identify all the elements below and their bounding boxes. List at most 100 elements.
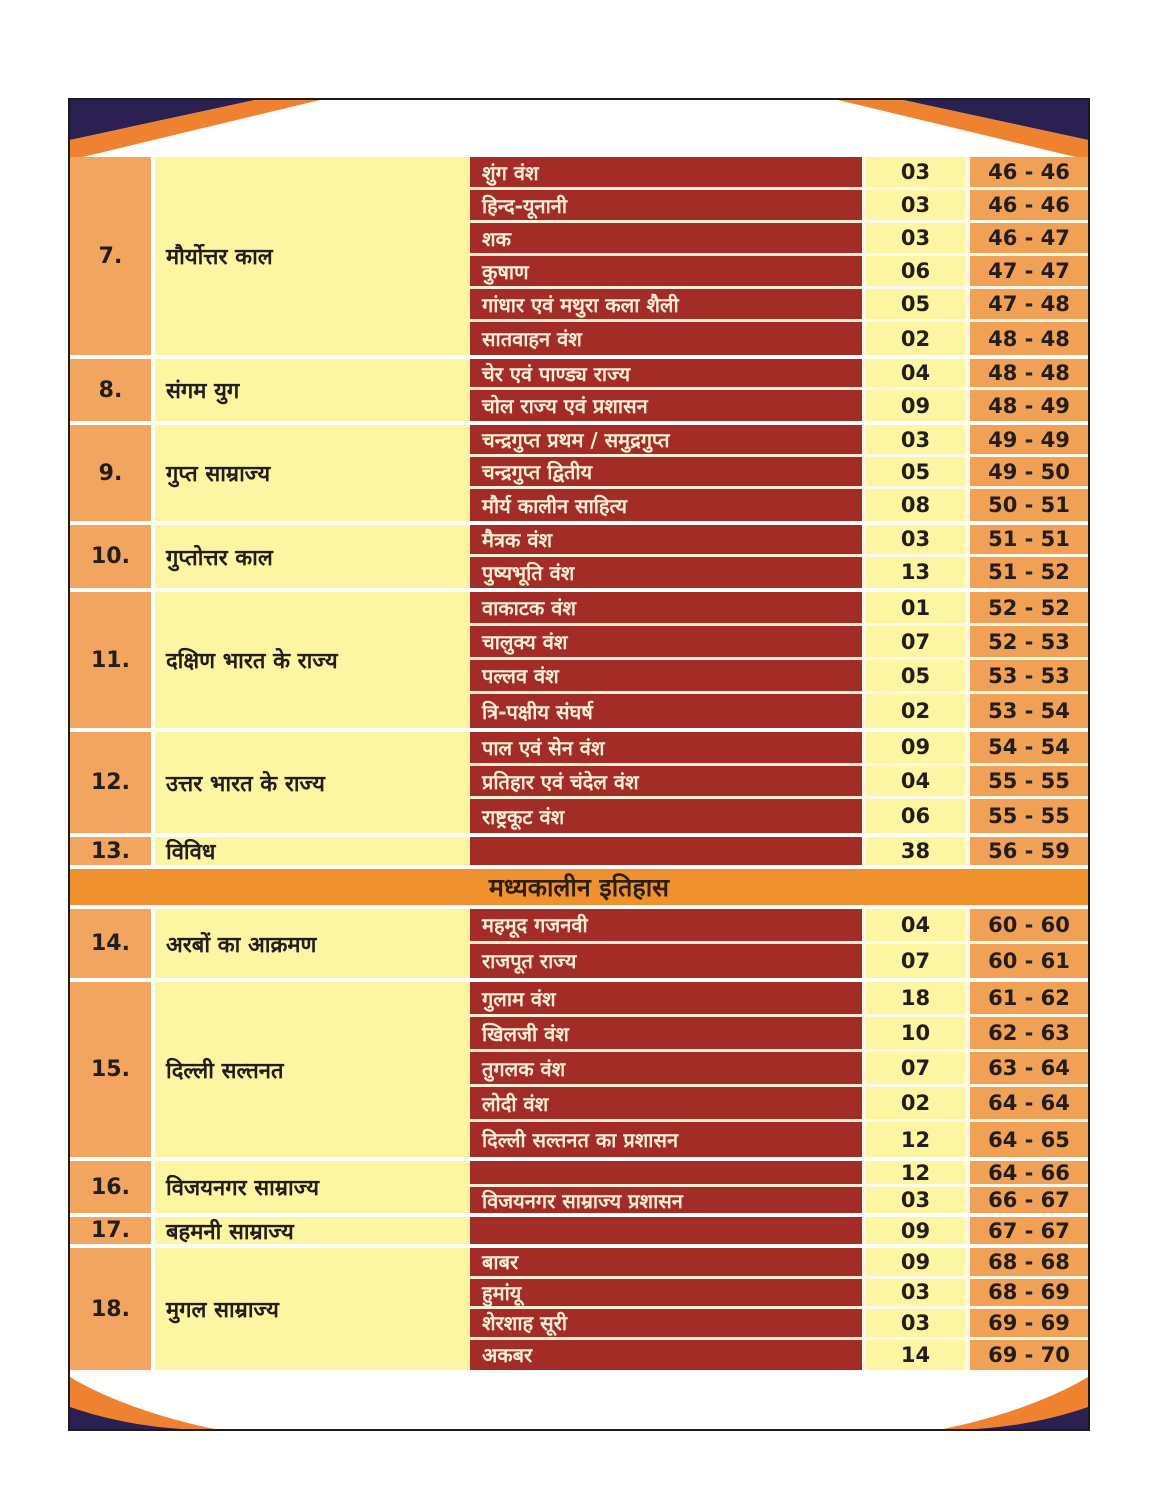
- toc-section: 16. विजयनगर साम्राज्य 12 64 - 66 विजयनगर साम…: [70, 1157, 1088, 1214]
- subtopic-cell: प्रतिहार एवं चंदेल वंश: [470, 765, 862, 800]
- count-cell: 04: [862, 359, 965, 390]
- subtopic-cell: बाबर: [470, 1248, 862, 1279]
- count-cell: 12: [862, 1161, 965, 1188]
- subtopic-cell: चन्द्रगुप्त प्रथम / समुद्रगुप्त: [470, 425, 862, 457]
- count-cell: 04: [862, 765, 965, 800]
- corner-decoration-top-left: [70, 100, 320, 160]
- count-cell: 14: [862, 1339, 965, 1371]
- count-cell: 09: [862, 1217, 965, 1245]
- count-cell: 07: [862, 943, 965, 979]
- count-cell: 02: [862, 694, 965, 728]
- pages-cell: 48 - 48: [965, 359, 1088, 390]
- subtopic-cell: चन्द्रगुप्त द्वितीय: [470, 457, 862, 489]
- toc-table: 7. मौर्योत्तर काल शुंग वंश 03 46 - 46 हिन्द-य…: [70, 157, 1088, 1371]
- pages-cell: 62 - 63: [965, 1017, 1088, 1053]
- pages-cell: 60 - 61: [965, 943, 1088, 979]
- subtopic-cell: गांधार एवं मथुरा कला शैली: [470, 289, 862, 322]
- subtopic-cell: गुलाम वंश: [470, 982, 862, 1018]
- count-cell: 03: [862, 525, 965, 557]
- subtopic-cell: महमूद गजनवी: [470, 909, 862, 944]
- pages-cell: 48 - 48: [965, 322, 1088, 355]
- topic-cell: उत्तर भारत के राज्य: [155, 732, 470, 834]
- topic-cell: विजयनगर साम्राज्य: [155, 1161, 470, 1214]
- pages-cell: 49 - 49: [965, 425, 1088, 457]
- subtopic-cell: मौर्य कालीन साहित्य: [470, 489, 862, 521]
- subtopic-cell: चोल राज्य एवं प्रशासन: [470, 390, 862, 421]
- pages-cell: 68 - 68: [965, 1248, 1088, 1279]
- pages-cell: 46 - 47: [965, 223, 1088, 256]
- subtopic-cell: वाकाटक वंश: [470, 592, 862, 626]
- pages-cell: 60 - 60: [965, 909, 1088, 944]
- toc-section: 9. गुप्त साम्राज्य चन्द्रगुप्त प्रथम / समु…: [70, 421, 1088, 521]
- count-cell: 03: [862, 157, 965, 190]
- subtopic-cell: दिल्ली सल्तनत का प्रशासन: [470, 1122, 862, 1158]
- subtopic-cell: [470, 1217, 862, 1245]
- pages-cell: 46 - 46: [965, 190, 1088, 223]
- corner-decoration-top-right: [838, 100, 1088, 160]
- pages-cell: 48 - 49: [965, 390, 1088, 421]
- subtopic-cell: [470, 1161, 862, 1188]
- toc-section: 12. उत्तर भारत के राज्य पाल एवं सेन वंश 09 5…: [70, 728, 1088, 834]
- count-cell: 02: [862, 1087, 965, 1123]
- pages-cell: 63 - 64: [965, 1052, 1088, 1088]
- count-cell: 06: [862, 799, 965, 834]
- toc-section: 8. संगम युग चेर एवं पाण्ड्य राज्य 04 48 - 48…: [70, 355, 1088, 421]
- serial-cell: 11.: [70, 592, 155, 728]
- pages-cell: 47 - 48: [965, 289, 1088, 322]
- pages-cell: 66 - 67: [965, 1187, 1088, 1214]
- subtopic-cell: सातवाहन वंश: [470, 322, 862, 355]
- serial-cell: 12.: [70, 732, 155, 834]
- serial-cell: 14.: [70, 909, 155, 979]
- topic-cell: गुप्तोत्तर काल: [155, 525, 470, 588]
- topic-cell: दक्षिण भारत के राज्य: [155, 592, 470, 728]
- serial-cell: 16.: [70, 1161, 155, 1214]
- subtopic-cell: हिन्द-यूनानी: [470, 190, 862, 223]
- pages-cell: 61 - 62: [965, 982, 1088, 1018]
- count-cell: 38: [862, 837, 965, 866]
- pages-cell: 68 - 69: [965, 1278, 1088, 1310]
- pages-cell: 51 - 51: [965, 525, 1088, 557]
- toc-ancient-sections: 7. मौर्योत्तर काल शुंग वंश 03 46 - 46 हिन्द-य…: [70, 157, 1088, 866]
- pages-cell: 67 - 67: [965, 1217, 1088, 1245]
- pages-cell: 69 - 70: [965, 1339, 1088, 1371]
- subtopic-cell: कुषाण: [470, 256, 862, 289]
- topic-cell: मौर्योत्तर काल: [155, 157, 470, 355]
- pages-cell: 52 - 53: [965, 626, 1088, 660]
- toc-section: 14. अरबों का आक्रमण महमूद गजनवी 04 60 - 60 रा…: [70, 909, 1088, 979]
- subtopic-cell: लोदी वंश: [470, 1087, 862, 1123]
- subtopic-cell: शक: [470, 223, 862, 256]
- corner-decoration-bottom-right: [943, 1377, 1088, 1429]
- subtopic-cell: पाल एवं सेन वंश: [470, 732, 862, 766]
- section-band-medieval-history: मध्यकालीन इतिहास: [70, 869, 1088, 906]
- count-cell: 05: [862, 457, 965, 489]
- count-cell: 10: [862, 1017, 965, 1053]
- count-cell: 03: [862, 223, 965, 256]
- topic-cell: गुप्त साम्राज्य: [155, 425, 470, 521]
- toc-medieval-sections: 14. अरबों का आक्रमण महमूद गजनवी 04 60 - 60 रा…: [70, 909, 1088, 1371]
- count-cell: 09: [862, 732, 965, 766]
- subtopic-cell: [470, 837, 862, 866]
- toc-section: 17. बहमनी साम्राज्य 09 67 - 67: [70, 1213, 1088, 1245]
- pages-cell: 56 - 59: [965, 837, 1088, 866]
- subtopic-cell: अकबर: [470, 1339, 862, 1371]
- topic-cell: विविध: [155, 837, 470, 866]
- serial-cell: 15.: [70, 982, 155, 1158]
- subtopic-cell: तुगलक वंश: [470, 1052, 862, 1088]
- subtopic-cell: खिलजी वंश: [470, 1017, 862, 1053]
- topic-cell: मुगल साम्राज्य: [155, 1248, 470, 1371]
- serial-cell: 13.: [70, 837, 155, 866]
- subtopic-cell: राष्ट्रकूट वंश: [470, 799, 862, 834]
- toc-section: 18. मुगल साम्राज्य बाबर 09 68 - 68 हुमांयू 03 6…: [70, 1244, 1088, 1371]
- page-frame: 7. मौर्योत्तर काल शुंग वंश 03 46 - 46 हिन्द-य…: [68, 98, 1090, 1431]
- subtopic-cell: त्रि-पक्षीय संघर्ष: [470, 694, 862, 728]
- count-cell: 18: [862, 982, 965, 1018]
- serial-cell: 17.: [70, 1217, 155, 1245]
- subtopic-cell: चालुक्य वंश: [470, 626, 862, 660]
- toc-section: 11. दक्षिण भारत के राज्य वाकाटक वंश 01 52 - …: [70, 588, 1088, 728]
- pages-cell: 64 - 66: [965, 1161, 1088, 1188]
- count-cell: 09: [862, 1248, 965, 1279]
- topic-cell: संगम युग: [155, 359, 470, 421]
- subtopic-cell: पुष्यभूति वंश: [470, 556, 862, 588]
- pages-cell: 51 - 52: [965, 556, 1088, 588]
